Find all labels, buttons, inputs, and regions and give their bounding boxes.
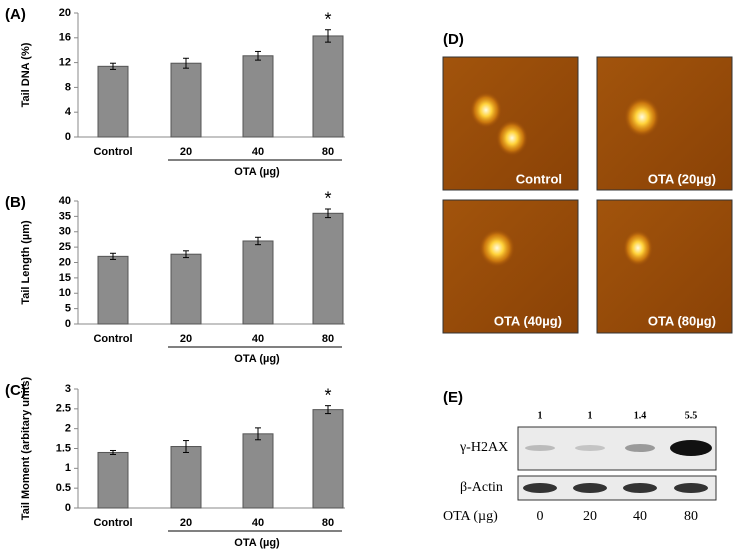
bar <box>97 65 129 138</box>
y-axis-label: Tail DNA (%) <box>20 42 32 107</box>
panel-label: (E) <box>443 389 463 406</box>
bar <box>170 62 202 138</box>
y-tick-label: 10 <box>59 287 71 299</box>
intensity-label: 1 <box>588 410 593 421</box>
bar <box>97 255 129 325</box>
bar <box>312 212 344 325</box>
group-label: OTA (µg) <box>234 353 280 365</box>
comet <box>470 92 502 128</box>
y-tick-label: 20 <box>59 7 71 19</box>
y-tick-label: 5 <box>65 303 71 315</box>
annotation: * <box>324 189 331 209</box>
comet <box>496 120 528 156</box>
comet <box>479 229 515 267</box>
x-tick-label: 40 <box>252 333 264 345</box>
x-tick-label: Control <box>93 146 132 158</box>
image-label: OTA (40µg) <box>494 313 562 328</box>
band <box>674 483 708 493</box>
intensity-label: 5.5 <box>685 410 698 421</box>
y-tick-label: 1 <box>65 462 71 474</box>
band <box>573 483 607 493</box>
comet-image <box>596 199 733 334</box>
y-tick-label: 15 <box>59 272 71 284</box>
bar <box>312 409 344 509</box>
band <box>525 445 555 451</box>
bar <box>97 451 129 509</box>
band <box>523 483 557 493</box>
band <box>623 483 657 493</box>
y-tick-label: 0 <box>65 318 71 330</box>
band <box>670 440 712 456</box>
bar <box>242 240 274 325</box>
comet <box>624 97 660 137</box>
annotation: * <box>324 9 331 29</box>
dose: 80 <box>684 509 698 524</box>
y-tick-label: 20 <box>59 256 71 268</box>
image-label: Control <box>516 171 562 186</box>
x-tick-label: 80 <box>322 517 334 529</box>
comet-image <box>442 199 579 334</box>
y-tick-label: 40 <box>59 195 71 207</box>
row-label: γ-H2AX <box>459 440 508 455</box>
x-tick-label: Control <box>93 517 132 529</box>
image-label: OTA (20µg) <box>648 171 716 186</box>
x-tick-label: 20 <box>180 517 192 529</box>
y-tick-label: 4 <box>65 106 72 118</box>
y-tick-label: 0 <box>65 131 71 143</box>
y-tick-label: 2.5 <box>56 403 71 415</box>
panel-label: (D) <box>443 31 464 48</box>
y-tick-label: 2 <box>65 423 71 435</box>
dose: 0 <box>537 509 544 524</box>
bar <box>170 253 202 325</box>
y-tick-label: 0 <box>65 502 71 514</box>
y-tick-label: 12 <box>59 57 71 69</box>
bar <box>312 35 344 138</box>
dose: 40 <box>633 509 647 524</box>
bar <box>242 433 274 509</box>
x-tick-label: 20 <box>180 333 192 345</box>
y-tick-label: 35 <box>59 210 71 222</box>
y-tick-label: 8 <box>65 81 71 93</box>
y-axis-label: Tail Length (µm) <box>20 220 32 305</box>
x-tick-label: 80 <box>322 146 334 158</box>
comet-image <box>596 56 733 191</box>
y-tick-label: 0.5 <box>56 482 71 494</box>
group-label: OTA (µg) <box>234 537 280 549</box>
comet-images <box>442 56 733 334</box>
y-tick-label: 25 <box>59 241 71 253</box>
band <box>575 445 605 451</box>
y-tick-label: 30 <box>59 226 71 238</box>
x-tick-label: 40 <box>252 517 264 529</box>
intensity-label: 1.4 <box>634 410 647 421</box>
x-tick-label: 80 <box>322 333 334 345</box>
image-label: OTA (80µg) <box>648 313 716 328</box>
row-label: β-Actin <box>460 480 503 495</box>
x-tick-label: Control <box>93 333 132 345</box>
y-axis-label: Tail Moment (arbitary units) <box>20 376 32 520</box>
x-tick-label: 40 <box>252 146 264 158</box>
dose-label: OTA (µg) <box>443 509 498 524</box>
panel-label: (A) <box>5 6 26 23</box>
bar <box>170 446 202 509</box>
y-tick-label: 3 <box>65 383 71 395</box>
x-tick-label: 20 <box>180 146 192 158</box>
comet <box>623 230 653 266</box>
y-tick-label: 16 <box>59 32 71 44</box>
dose: 20 <box>583 509 597 524</box>
y-tick-label: 1.5 <box>56 442 71 454</box>
band <box>625 444 655 452</box>
panel-label: (B) <box>5 194 26 211</box>
panel-label: (C) <box>5 382 26 399</box>
intensity-label: 1 <box>538 410 543 421</box>
group-label: OTA (µg) <box>234 166 280 178</box>
bar <box>242 55 274 138</box>
annotation: * <box>324 385 331 405</box>
